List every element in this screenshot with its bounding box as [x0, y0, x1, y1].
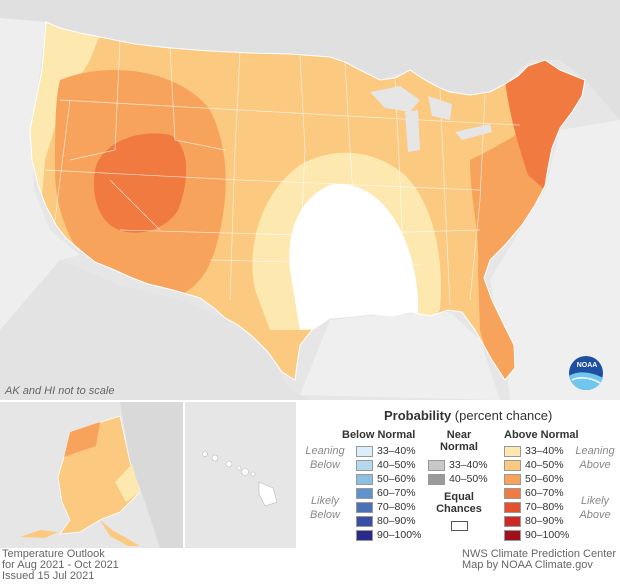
below-normal-swatch — [356, 459, 373, 471]
atlantic-ocean — [490, 120, 620, 400]
above-normal-label: 40–50% — [525, 459, 564, 471]
conus-map: NOAA AK and HI not to scale — [0, 0, 620, 400]
below-normal-swatch — [356, 487, 373, 499]
legend: Probability (percent chance) Below Norma… — [298, 402, 620, 548]
above-normal-label: 70–80% — [525, 501, 564, 513]
likely-above-label: Likely Above — [579, 495, 611, 521]
below-normal-swatch — [356, 501, 373, 513]
footer-left: Temperature Outlook for Aug 2021 - Oct 2… — [2, 549, 119, 582]
above-normal-swatches: 33–40% 40–50% 50–60% 60–70% 70–80% 80–90% 90–1… — [504, 444, 569, 542]
above-normal-row: 33–40% — [504, 444, 569, 458]
below-normal-label: 70–80% — [377, 501, 416, 513]
noaa-logo — [569, 356, 603, 390]
near-normal-swatches: 33–40% 40–50% — [428, 458, 488, 486]
equal-chances-swatch — [451, 521, 468, 531]
below-normal-swatch — [356, 529, 373, 541]
below-normal-row: 80–90% — [356, 514, 421, 528]
leaning-below-label: Leaning Below — [305, 445, 345, 471]
scale-note: AK and HI not to scale — [5, 385, 115, 397]
outlook-title: Temperature Outlook — [2, 548, 105, 560]
legend-title: Probability (percent chance) — [384, 408, 553, 423]
above-normal-label: 90–100% — [525, 529, 570, 541]
above-normal-header: Above Normal — [504, 429, 579, 441]
mexico-land — [0, 260, 310, 400]
below-normal-label: 80–90% — [377, 515, 416, 527]
likely-below-label: Likely Below — [310, 495, 340, 521]
above-normal-row: 90–100% — [504, 528, 569, 542]
below-normal-swatch — [356, 445, 373, 457]
near-normal-row: 33–40% — [428, 458, 488, 472]
above-normal-swatch — [504, 501, 521, 513]
conus-outline — [29, 21, 586, 381]
hawaii-islands — [202, 451, 278, 507]
alaska-map-svg — [20, 402, 183, 548]
outlook-period: for Aug 2021 - Oct 2021 — [2, 559, 119, 571]
below-normal-label: 60–70% — [377, 487, 416, 499]
below-normal-label: 50–60% — [377, 473, 416, 485]
near-normal-swatch — [428, 473, 445, 485]
above-normal-label: 60–70% — [525, 487, 564, 499]
leaning-above-label: Leaning Above — [575, 445, 615, 471]
above-normal-label: 50–60% — [525, 473, 564, 485]
near-normal-label: 40–50% — [449, 473, 488, 485]
above-normal-swatch — [504, 445, 521, 457]
below-normal-label: 90–100% — [377, 529, 422, 541]
above-normal-swatch — [504, 473, 521, 485]
outlook-issued: Issued 15 Jul 2021 — [2, 570, 95, 582]
below-normal-header: Below Normal — [342, 429, 416, 441]
above-normal-swatch — [504, 515, 521, 527]
hawaii-map-svg — [202, 451, 278, 507]
below-normal-row: 33–40% — [356, 444, 421, 458]
canada-land — [0, 0, 620, 120]
above-normal-swatch — [504, 529, 521, 541]
below-normal-swatch — [356, 473, 373, 485]
near-normal-label: 33–40% — [449, 459, 488, 471]
noaa-logo-text: NOAA — [576, 362, 598, 369]
below-normal-row: 60–70% — [356, 486, 421, 500]
below-normal-row: 40–50% — [356, 458, 421, 472]
pacific-ocean — [0, 18, 80, 330]
above-normal-label: 80–90% — [525, 515, 564, 527]
above-normal-swatch — [504, 487, 521, 499]
above-normal-row: 70–80% — [504, 500, 569, 514]
above-normal-row: 40–50% — [504, 458, 569, 472]
above-normal-row: 50–60% — [504, 472, 569, 486]
near-normal-header: Near Normal — [440, 429, 478, 453]
near-normal-row: 40–50% — [428, 472, 488, 486]
credit-climate-gov: Map by NOAA Climate.gov — [462, 559, 593, 571]
credit-cpc: NWS Climate Prediction Center — [462, 548, 617, 560]
below-normal-label: 33–40% — [377, 445, 416, 457]
near-normal-swatch — [428, 459, 445, 471]
alaska-inset — [0, 402, 183, 548]
below-normal-swatch — [356, 515, 373, 527]
gulf-of-mexico — [300, 312, 500, 400]
above-normal-row: 60–70% — [504, 486, 569, 500]
below-normal-row: 70–80% — [356, 500, 421, 514]
above-normal-row: 80–90% — [504, 514, 569, 528]
above-normal-swatch — [504, 459, 521, 471]
below-normal-row: 90–100% — [356, 528, 421, 542]
below-normal-row: 50–60% — [356, 472, 421, 486]
below-normal-label: 40–50% — [377, 459, 416, 471]
footer-right: NWS Climate Prediction Center Map by NOA… — [462, 549, 616, 571]
hawaii-inset — [185, 402, 296, 548]
conus-map-svg — [0, 0, 620, 400]
below-normal-swatches: 33–40% 40–50% 50–60% 60–70% 70–80% 80–90% 90–1… — [356, 444, 421, 542]
equal-chances-label: Equal Chances — [436, 491, 482, 515]
above-normal-label: 33–40% — [525, 445, 564, 457]
